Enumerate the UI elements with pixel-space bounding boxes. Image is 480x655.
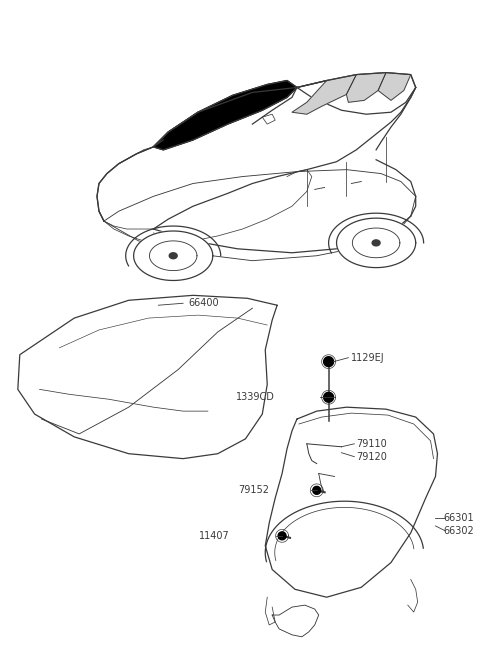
Polygon shape (278, 532, 286, 540)
Polygon shape (324, 357, 334, 367)
Polygon shape (272, 605, 319, 637)
Polygon shape (169, 253, 177, 259)
Polygon shape (154, 81, 297, 150)
Text: 11407: 11407 (199, 531, 229, 541)
Polygon shape (372, 240, 380, 246)
Polygon shape (133, 231, 213, 280)
Text: 1339CD: 1339CD (236, 392, 275, 402)
Polygon shape (336, 218, 416, 268)
Text: 79120: 79120 (356, 452, 387, 462)
Text: 79152: 79152 (238, 485, 269, 495)
Polygon shape (378, 73, 411, 100)
Polygon shape (265, 407, 437, 597)
Text: 1129EJ: 1129EJ (351, 352, 385, 363)
Polygon shape (297, 73, 416, 114)
Polygon shape (347, 73, 386, 102)
Text: 66302: 66302 (444, 526, 474, 536)
Polygon shape (18, 295, 277, 458)
Text: 66301: 66301 (444, 513, 474, 523)
Polygon shape (313, 487, 321, 495)
Polygon shape (292, 75, 356, 114)
Text: 66400: 66400 (188, 298, 219, 309)
Polygon shape (324, 392, 334, 402)
Text: 79110: 79110 (356, 439, 387, 449)
